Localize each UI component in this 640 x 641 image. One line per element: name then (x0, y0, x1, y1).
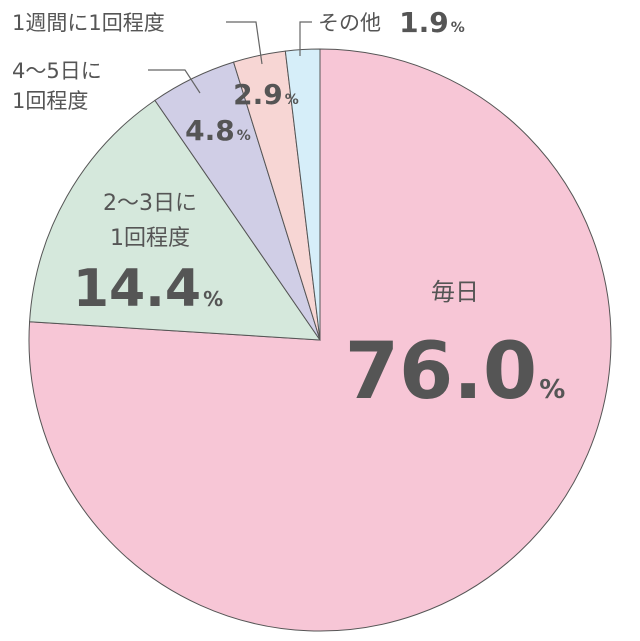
value-number: 4.8 (185, 114, 235, 147)
value-unit: % (285, 92, 299, 108)
value-unit: % (203, 287, 223, 311)
slice-label: その他 (318, 11, 381, 35)
value-label: 2.9% (233, 78, 299, 111)
value-number: 1.9 (399, 6, 449, 39)
slice-label: 1回程度 (12, 89, 88, 113)
value-label: 76.0% (345, 327, 566, 417)
leader-line (299, 21, 312, 56)
slice-label: 1週間に1回程度 (12, 11, 165, 35)
value-label: 1.9% (399, 6, 465, 39)
pie-slice (29, 99, 321, 341)
slice-label: 毎日 (431, 278, 479, 306)
slice-label: 2〜3日に (103, 191, 197, 216)
value-number: 2.9 (233, 78, 283, 111)
slice-label: 1回程度 (110, 226, 190, 251)
value-number: 14.4 (73, 259, 201, 319)
slice-label: 4〜5日に (12, 59, 102, 83)
leader-line (148, 69, 201, 94)
value-number: 76.0 (345, 327, 537, 417)
value-label: 4.8% (185, 114, 251, 147)
value-unit: % (237, 128, 251, 144)
pie (28, 48, 612, 632)
value-unit: % (451, 20, 465, 36)
pie-slice (284, 48, 321, 341)
value-label: 14.4% (73, 259, 223, 319)
leader-line (226, 21, 263, 65)
value-unit: % (539, 375, 565, 405)
